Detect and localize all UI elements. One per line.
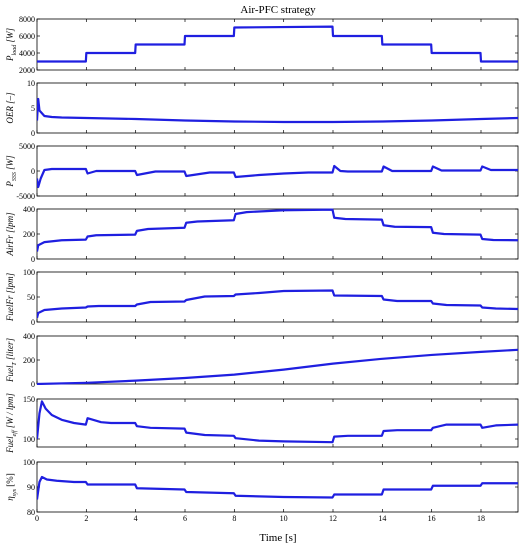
- subplot-eta_sys: 0 2 4 6 8 10 12 14 16 18 80 90 100 ηsys [%]: [5, 458, 519, 523]
- subplot-OER: 0 5 10 OER [–]: [5, 79, 519, 138]
- y-tick-label: 5: [31, 104, 35, 113]
- y-tick-label: 10: [27, 79, 35, 88]
- x-tick-label: 16: [428, 514, 436, 523]
- y-tick-label: 90: [27, 483, 35, 492]
- y-tick-label: -5000: [16, 192, 35, 201]
- x-tick-label: 8: [232, 514, 236, 523]
- y-tick-label: 4000: [19, 49, 35, 58]
- series-line-FuelFr: [37, 289, 518, 319]
- y-tick-label: 400: [23, 205, 35, 214]
- axes-box-Fuel_eff: [36, 398, 519, 448]
- y-tick-label: 200: [23, 230, 35, 239]
- y-tick-label: 100: [23, 435, 35, 444]
- y-axis-label-Fuel_T: FuelT [liter]: [5, 337, 18, 383]
- subplot-Fuel_T: 0 200 400 FuelT [liter]: [5, 332, 519, 389]
- y-axis-label-P_SSS: PSSS [W]: [5, 155, 18, 188]
- y-tick-label: 0: [31, 129, 35, 138]
- y-tick-label: 0: [31, 167, 35, 176]
- y-tick-label: 50: [27, 293, 35, 302]
- y-tick-label: 2000: [19, 66, 35, 75]
- y-axis-label-Fuel_eff: Fueleff [W / lpm]: [5, 393, 18, 454]
- y-tick-label: 0: [31, 255, 35, 264]
- y-tick-label: 400: [23, 332, 35, 341]
- y-tick-label: 200: [23, 356, 35, 365]
- x-tick-label: 14: [378, 514, 386, 523]
- y-tick-label: 100: [23, 268, 35, 277]
- y-axis-label-eta_sys: ηsys [%]: [5, 473, 18, 501]
- subplot-Fuel_eff: 100 150 Fueleff [W / lpm]: [5, 393, 519, 454]
- axes-box-eta_sys: [36, 461, 519, 513]
- axes-box-P_load: [36, 18, 519, 71]
- axes-box-Fuel_T: [36, 335, 519, 385]
- y-tick-label: 150: [23, 395, 35, 404]
- y-tick-label: 100: [23, 458, 35, 467]
- y-tick-label: 6000: [19, 32, 35, 41]
- y-axis-label-P_load: Pload [W]: [5, 28, 18, 62]
- y-axis-label-AirFr: AirFr [lpm]: [5, 212, 15, 257]
- x-tick-label: 6: [183, 514, 187, 523]
- figure-title: Air-PFC strategy: [240, 4, 316, 16]
- x-tick-label: 0: [35, 514, 39, 523]
- axes-box-FuelFr: [36, 271, 519, 323]
- series-line-eta_sys: [37, 475, 518, 500]
- series-line-Fuel_eff: [37, 400, 518, 444]
- y-tick-label: 5000: [19, 142, 35, 151]
- subplot-FuelFr: 0 50 100 FuelFr [lpm]: [5, 268, 519, 327]
- x-tick-label: 10: [280, 514, 288, 523]
- axes-box-OER: [36, 82, 519, 134]
- y-tick-label: 8000: [19, 15, 35, 24]
- series-line-OER: [37, 97, 518, 124]
- y-axis-label-FuelFr: FuelFr [lpm]: [5, 272, 15, 322]
- x-tick-label: 4: [134, 514, 138, 523]
- series-line-Fuel_T: [37, 348, 518, 385]
- y-tick-label: 0: [31, 318, 35, 327]
- series-line-P_load: [37, 25, 518, 63]
- y-tick-label: 0: [31, 380, 35, 389]
- y-axis-label-OER: OER [–]: [5, 92, 15, 124]
- x-axis-label: Time [s]: [259, 532, 296, 544]
- x-tick-label: 2: [84, 514, 88, 523]
- series-line-P_SSS: [37, 164, 518, 189]
- series-line-AirFr: [37, 208, 518, 252]
- x-tick-label: 12: [329, 514, 337, 523]
- y-tick-label: 80: [27, 508, 35, 517]
- subplot-AirFr: 0 200 400 AirFr [lpm]: [5, 205, 519, 264]
- x-tick-label: 18: [477, 514, 485, 523]
